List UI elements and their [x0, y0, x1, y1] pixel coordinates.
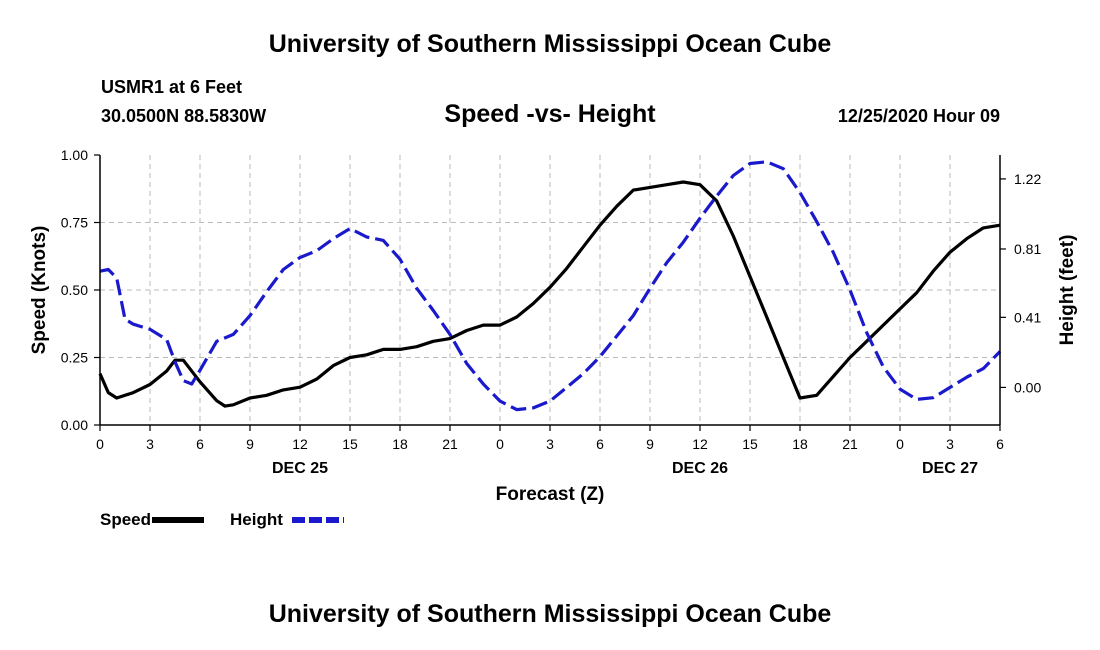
x-tick-label: 6: [996, 436, 1004, 452]
day-label: DEC 26: [672, 460, 728, 477]
forecast-date-label: 12/25/2020 Hour 09: [837, 106, 1000, 126]
x-tick-label: 0: [96, 436, 104, 452]
y2-tick-label: 0.81: [1014, 241, 1041, 257]
x-axis-label: Forecast (Z): [496, 484, 605, 505]
page-title: University of Southern Mississippi Ocean…: [268, 30, 832, 58]
x-tick-label: 15: [742, 436, 758, 452]
x-tick-label: 12: [692, 436, 708, 452]
footer-title: University of Southern Mississippi Ocean…: [268, 600, 832, 628]
x-tick-label: 3: [946, 436, 954, 452]
series-line-speed: [98, 180, 1001, 408]
y-tick-label: 0.50: [61, 282, 88, 298]
x-tick-label: 21: [842, 436, 858, 452]
axes: 0 3 6 9 12 15 18 21 0 3 6 9 12 15 18 21 0 3 6 DEC 25 DEC 26 D…: [29, 147, 1078, 505]
x-tick-label: 3: [546, 436, 554, 452]
x-tick-label: 3: [146, 436, 154, 452]
y-tick-label: 1.00: [61, 147, 88, 163]
day-label: DEC 27: [922, 460, 978, 477]
x-tick-label: 18: [392, 436, 408, 452]
x-tick-label: 18: [792, 436, 808, 452]
x-tick-label: 0: [496, 436, 504, 452]
y2-tick-label: 0.41: [1014, 309, 1041, 325]
y-tick-label: 0.25: [61, 350, 88, 366]
x-tick-label: 12: [292, 436, 308, 452]
x-tick-label: 6: [596, 436, 604, 452]
series-line-height: [99, 160, 1002, 412]
x-tick-label: 9: [246, 436, 254, 452]
day-label: DEC 25: [272, 460, 328, 477]
y2-tick-label: 1.22: [1014, 171, 1041, 187]
x-tick-label: 15: [342, 436, 358, 452]
y-axis-label: Speed (Knots): [29, 226, 50, 355]
grid-lines: [100, 155, 1000, 425]
x-tick-label: 9: [646, 436, 654, 452]
coordinates-label: 30.0500N 88.5830W: [101, 106, 267, 126]
station-label: USMR1 at 6 Feet: [101, 77, 243, 97]
legend: Speed Height: [100, 510, 344, 529]
x-tick-label: 6: [196, 436, 204, 452]
y-tick-label: 0.75: [61, 215, 88, 231]
legend-label-speed: Speed: [100, 510, 151, 529]
x-tick-label: 21: [442, 436, 458, 452]
x-tick-label: 0: [896, 436, 904, 452]
y2-tick-label: 0.00: [1014, 379, 1041, 395]
series-lines: [98, 160, 1002, 412]
y2-axis-label: Height (feet): [1057, 235, 1078, 346]
legend-label-height: Height: [230, 510, 283, 529]
y-tick-label: 0.00: [61, 417, 88, 433]
chart-title: Speed -vs- Height: [444, 100, 656, 128]
